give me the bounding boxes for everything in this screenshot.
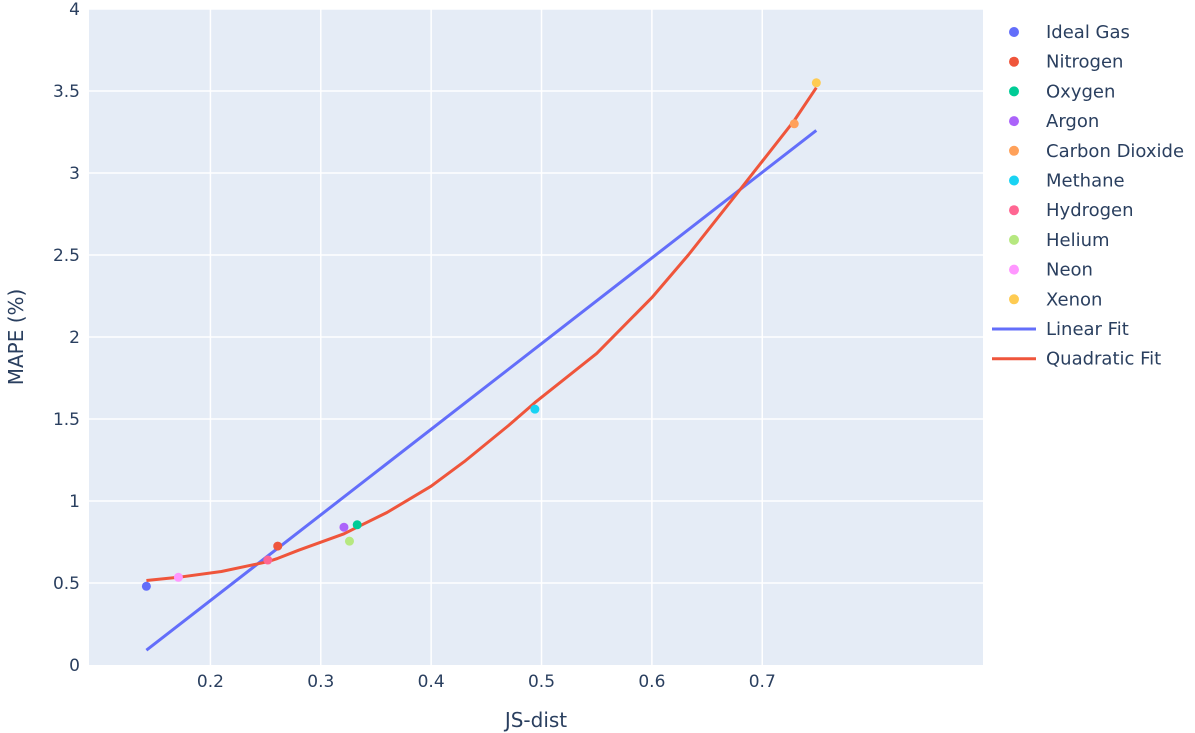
- point-carbon-dioxide: [789, 119, 799, 129]
- x-tick-label: 0.2: [197, 672, 224, 692]
- point-xenon: [811, 78, 821, 88]
- y-axis-title: MAPE (%): [4, 289, 28, 386]
- legend-label: Linear Fit: [1046, 319, 1129, 340]
- legend-marker: [1009, 27, 1019, 37]
- legend-item-quadratic-fit[interactable]: Quadratic Fit: [992, 349, 1161, 370]
- legend-item-xenon[interactable]: Xenon: [1009, 289, 1102, 310]
- legend-item-methane[interactable]: Methane: [1009, 171, 1125, 192]
- legend-label: Carbon Dioxide: [1046, 141, 1184, 162]
- legend-marker: [1009, 145, 1019, 156]
- legend-item-argon[interactable]: Argon: [1009, 111, 1099, 132]
- legend-label: Oxygen: [1046, 81, 1115, 102]
- legend-marker: [1009, 264, 1019, 275]
- x-tick-labels: 0.2 0.3 0.4 0.5 0.6 0.7: [197, 672, 776, 692]
- y-tick-label: 0: [69, 656, 80, 676]
- legend-item-ideal-gas[interactable]: Ideal Gas: [1009, 22, 1130, 43]
- x-tick-label: 0.4: [418, 672, 445, 692]
- y-tick-label: 0.5: [53, 574, 80, 594]
- y-tick-label: 4: [69, 0, 80, 20]
- legend-item-hydrogen[interactable]: Hydrogen: [1009, 200, 1134, 221]
- legend-marker: [1009, 205, 1019, 216]
- legend-label: Ideal Gas: [1046, 22, 1130, 43]
- legend-label: Nitrogen: [1046, 52, 1123, 73]
- y-tick-labels: 0 0.5 1 1.5 2 2.5 3 3.5 4: [53, 0, 80, 676]
- point-neon: [173, 572, 183, 582]
- y-tick-label: 2.5: [53, 246, 80, 266]
- y-tick-label: 1.5: [53, 410, 80, 430]
- y-tick-label: 1: [69, 492, 80, 512]
- grid: [89, 8, 983, 665]
- point-helium: [344, 536, 354, 546]
- x-tick-label: 0.6: [638, 672, 665, 692]
- point-argon: [339, 522, 349, 532]
- legend-item-nitrogen[interactable]: Nitrogen: [1009, 52, 1123, 73]
- point-nitrogen: [273, 541, 283, 551]
- x-tick-label: 0.5: [528, 672, 555, 692]
- legend-marker: [1009, 116, 1019, 127]
- legend-label: Methane: [1046, 171, 1125, 192]
- legend-marker: [1009, 175, 1019, 186]
- x-tick-label: 0.7: [749, 672, 776, 692]
- data-points: [141, 78, 821, 591]
- legend-marker: [1009, 234, 1019, 245]
- point-methane: [530, 404, 540, 414]
- legend[interactable]: Ideal Gas Nitrogen Oxygen Argon Carbon Dioxi…: [992, 22, 1184, 370]
- x-axis-title: JS-dist: [503, 708, 567, 732]
- legend-item-oxygen[interactable]: Oxygen: [1009, 81, 1115, 102]
- legend-marker: [1009, 86, 1019, 97]
- point-ideal-gas: [141, 581, 151, 591]
- legend-label: Hydrogen: [1046, 200, 1134, 221]
- legend-item-carbon-dioxide[interactable]: Carbon Dioxide: [1009, 141, 1184, 162]
- legend-label: Helium: [1046, 230, 1110, 251]
- legend-marker: [1009, 56, 1019, 67]
- legend-label: Xenon: [1046, 289, 1102, 310]
- y-tick-label: 2: [69, 328, 80, 348]
- legend-marker: [1009, 294, 1019, 305]
- legend-label: Argon: [1046, 111, 1099, 132]
- legend-item-helium[interactable]: Helium: [1009, 230, 1110, 251]
- legend-label: Neon: [1046, 260, 1093, 281]
- legend-item-neon[interactable]: Neon: [1009, 260, 1093, 281]
- point-oxygen: [352, 520, 362, 530]
- x-tick-label: 0.3: [307, 672, 334, 692]
- legend-item-linear-fit[interactable]: Linear Fit: [992, 319, 1129, 340]
- point-hydrogen: [263, 555, 273, 565]
- legend-label: Quadratic Fit: [1046, 349, 1161, 370]
- y-tick-label: 3.5: [53, 82, 80, 102]
- y-tick-label: 3: [69, 164, 80, 184]
